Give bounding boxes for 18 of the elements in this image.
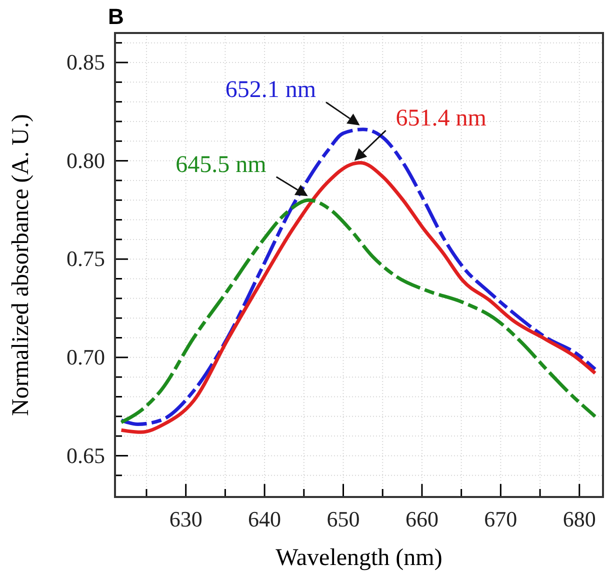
x-tick-label: 630	[169, 506, 202, 532]
y-tick-label: 0.85	[66, 50, 105, 75]
y-axis-title: Normalized absorbance (A. U.)	[8, 114, 34, 416]
y-tick-label: 0.65	[66, 442, 105, 468]
y-tick-label: 0.80	[66, 148, 105, 173]
chart-title: B	[108, 4, 124, 29]
x-axis-title: Wavelength (nm)	[276, 545, 442, 571]
y-tick-label: 0.75	[66, 246, 105, 272]
x-tick-label: 660	[405, 506, 438, 532]
y-tick-label: 0.70	[66, 344, 105, 370]
x-tick-label: 670	[484, 506, 518, 532]
x-tick-label: 640	[248, 506, 282, 532]
line-series	[120, 198, 597, 424]
annotation: 652.1 nm	[225, 77, 316, 104]
x-tick-label: 680	[562, 506, 596, 532]
annotation: 651.4 nm	[396, 105, 487, 132]
x-tick-label: 650	[326, 506, 360, 532]
annotation: 645.5 nm	[176, 152, 267, 178]
